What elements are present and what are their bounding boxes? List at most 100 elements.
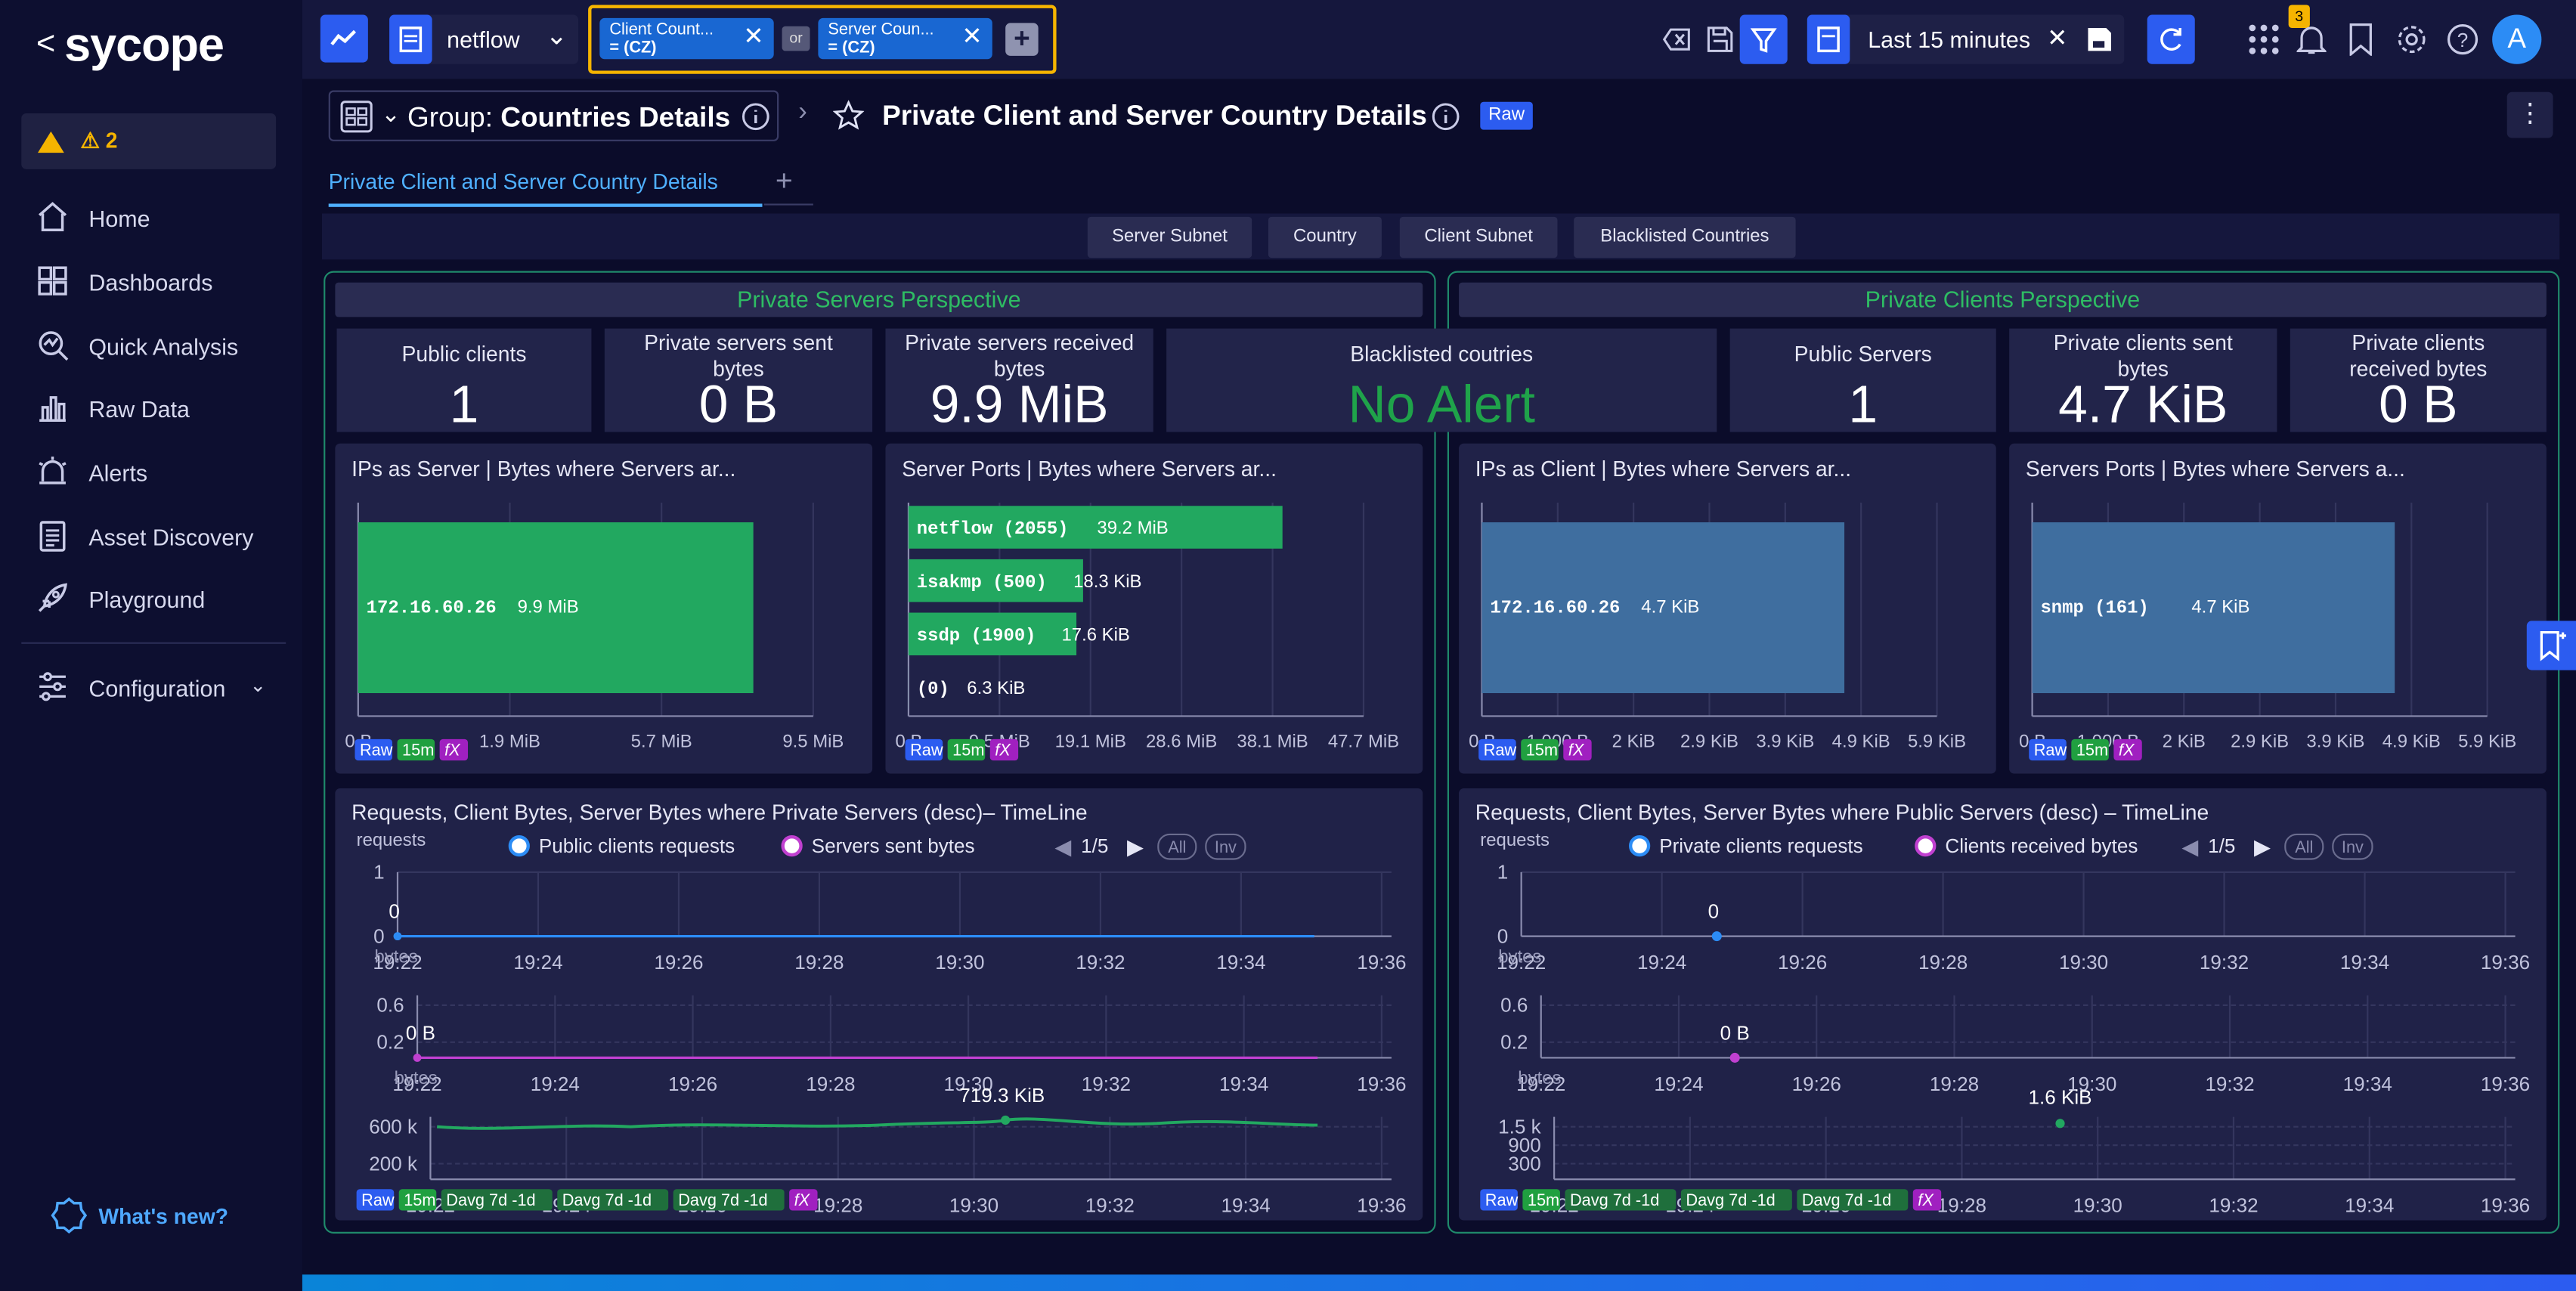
- legend-label: Private clients requests: [1659, 834, 1862, 857]
- close-icon[interactable]: ✕: [2047, 24, 2068, 53]
- subtab-client-subnet[interactable]: Client Subnet: [1399, 216, 1558, 259]
- alert-count: ⚠ 2: [80, 128, 118, 153]
- tag-raw-label: Raw: [2034, 741, 2067, 760]
- tag-fx: [1563, 738, 1592, 761]
- tag-m15-label: 15m: [402, 741, 434, 760]
- group-selector[interactable]: ⌄ Group: Countries Details: [328, 90, 779, 141]
- sidebar-item-playground[interactable]: Playground: [33, 578, 296, 627]
- sidebar-item-alerts[interactable]: Alerts: [33, 452, 296, 501]
- bar-category-label: (0): [917, 680, 949, 700]
- y-axis-label: bytes: [1518, 1068, 1561, 1088]
- alerts-summary[interactable]: ⚠ 2: [21, 113, 277, 169]
- asset-discovery-icon: [39, 521, 66, 552]
- kpi-title: Private clients sent bytes: [2053, 330, 2233, 382]
- time-range-select[interactable]: Last 15 minutes ✕: [1807, 14, 2125, 64]
- side-bookmark-button[interactable]: [2526, 621, 2576, 670]
- star-icon[interactable]: [832, 100, 865, 132]
- x-tick-label: 19:36: [1357, 1073, 1406, 1095]
- clear-filter-icon[interactable]: [1662, 25, 1692, 54]
- refresh-icon: [2160, 27, 2181, 51]
- subtab-server-subnet[interactable]: Server Subnet: [1087, 216, 1252, 259]
- timeline-title: Requests, Client Bytes, Server Bytes whe…: [1475, 800, 2209, 824]
- sidebar-item-home[interactable]: Home: [33, 197, 296, 246]
- subtab-blacklisted-countries[interactable]: Blacklisted Countries: [1574, 216, 1796, 259]
- sidebar-item-raw-data[interactable]: Raw Data: [33, 388, 296, 437]
- more-menu-icon[interactable]: ⋮: [2506, 91, 2553, 138]
- close-icon[interactable]: ✕: [961, 23, 983, 51]
- info-icon[interactable]: [741, 102, 770, 132]
- y-tick-label: 600 k: [369, 1115, 418, 1138]
- save-icon[interactable]: [2086, 26, 2113, 53]
- save-filter-icon[interactable]: [1705, 25, 1735, 54]
- x-tick-label: 3.9 KiB: [2306, 732, 2364, 752]
- tag-fx: [439, 738, 469, 761]
- sidebar-item-asset-discovery[interactable]: Asset Discovery: [33, 515, 296, 565]
- y-tick-label: 900: [1508, 1134, 1540, 1156]
- x-tick-label: 19:28: [813, 1194, 862, 1217]
- bell-icon[interactable]: [2296, 23, 2327, 55]
- collapse-chevron-icon[interactable]: <: [36, 26, 55, 63]
- refresh-button[interactable]: [2147, 14, 2195, 64]
- bar-category-label: 172.16.60.26: [1490, 599, 1620, 619]
- pager-prev-icon: ◀: [2181, 834, 2198, 859]
- subtab-country[interactable]: Country: [1268, 216, 1382, 259]
- tab-details[interactable]: Private Client and Server Country Detail…: [328, 169, 718, 194]
- x-tick-label: 19:34: [1216, 951, 1265, 974]
- x-tick-label: 1.9 MiB: [479, 732, 540, 752]
- kpi-clients-sent-bytes: Private clients sent bytes 4.7 KiB: [2009, 328, 2277, 434]
- x-tick-label: 19:30: [2067, 1073, 2116, 1095]
- pager-label: 1/5: [2208, 834, 2235, 857]
- alert-count-value: 2: [105, 128, 118, 153]
- bar-value-label: 4.7 KiB: [1641, 597, 1699, 618]
- help-icon[interactable]: ?: [2446, 23, 2478, 55]
- info-icon[interactable]: [1431, 102, 1460, 132]
- tag-fx: [2113, 738, 2142, 761]
- tag-fx-label: fX: [794, 1190, 811, 1209]
- filter-button[interactable]: [1739, 14, 1788, 64]
- kpi-servers-sent-bytes: Private servers sent bytes 0 B: [604, 328, 873, 434]
- group-icon: [340, 101, 373, 133]
- tag-m15-label: 15m: [952, 741, 984, 760]
- bar-value-label: 4.7 KiB: [2191, 597, 2249, 618]
- legend-label: Public clients requests: [539, 834, 735, 857]
- x-tick-label: 19:22: [1516, 1073, 1565, 1095]
- source-select[interactable]: netflow ⌄: [389, 14, 579, 64]
- apps-grid-icon[interactable]: [2247, 23, 2280, 55]
- data-label: 0: [389, 900, 400, 923]
- bar: [908, 559, 1083, 602]
- kpi-clients-received-bytes: Private clients received bytes 0 B: [2290, 328, 2547, 434]
- close-icon[interactable]: ✕: [743, 23, 764, 51]
- chevron-down-icon: ⌄: [381, 100, 401, 127]
- x-tick-label: 19:28: [1937, 1194, 1986, 1217]
- add-tab-button[interactable]: +: [775, 164, 793, 197]
- panel-server-ports: Server Ports | Bytes where Servers ar...…: [885, 443, 1423, 774]
- kpi-value: No Alert: [1348, 374, 1535, 434]
- group-prefix: Group:: [407, 101, 501, 134]
- x-tick-label: 4.9 KiB: [1832, 732, 1890, 752]
- filter-chip-client-country[interactable]: Client Count... = (CZ) ✕: [599, 17, 774, 60]
- gear-icon[interactable]: [2395, 23, 2428, 55]
- tag-davg-label: Davg 7d -1d: [1686, 1190, 1775, 1209]
- add-filter-button[interactable]: +: [1005, 23, 1039, 56]
- sidebar-item-configuration[interactable]: Configuration ⌄: [33, 667, 296, 716]
- sidebar-item-dashboards[interactable]: Dashboards: [33, 262, 296, 311]
- series-server-bytes-line: [436, 1117, 1318, 1130]
- filter-chip-server-country[interactable]: Server Coun... = (CZ) ✕: [818, 17, 992, 60]
- time-range-label: Last 15 minutes: [1868, 26, 2031, 53]
- or-operator[interactable]: or: [782, 26, 810, 51]
- sidebar-item-label: Alerts: [88, 460, 148, 487]
- x-tick-label: 19:34: [1219, 1073, 1268, 1095]
- trend-button[interactable]: [320, 14, 368, 63]
- bookmark-icon[interactable]: [2348, 23, 2374, 56]
- x-tick-label: 19:26: [654, 951, 703, 974]
- logo[interactable]: < sycope: [36, 20, 224, 74]
- avatar[interactable]: A: [2492, 14, 2542, 64]
- y-tick-label: 0.2: [376, 1030, 404, 1053]
- raw-badge[interactable]: Raw: [1480, 101, 1533, 130]
- kpi-value: 0 B: [2379, 374, 2458, 434]
- sidebar-item-quick-analysis[interactable]: Quick Analysis: [33, 325, 296, 374]
- x-tick-label: 19:26: [1792, 1073, 1841, 1095]
- x-tick-label: 5.9 KiB: [1908, 732, 1966, 752]
